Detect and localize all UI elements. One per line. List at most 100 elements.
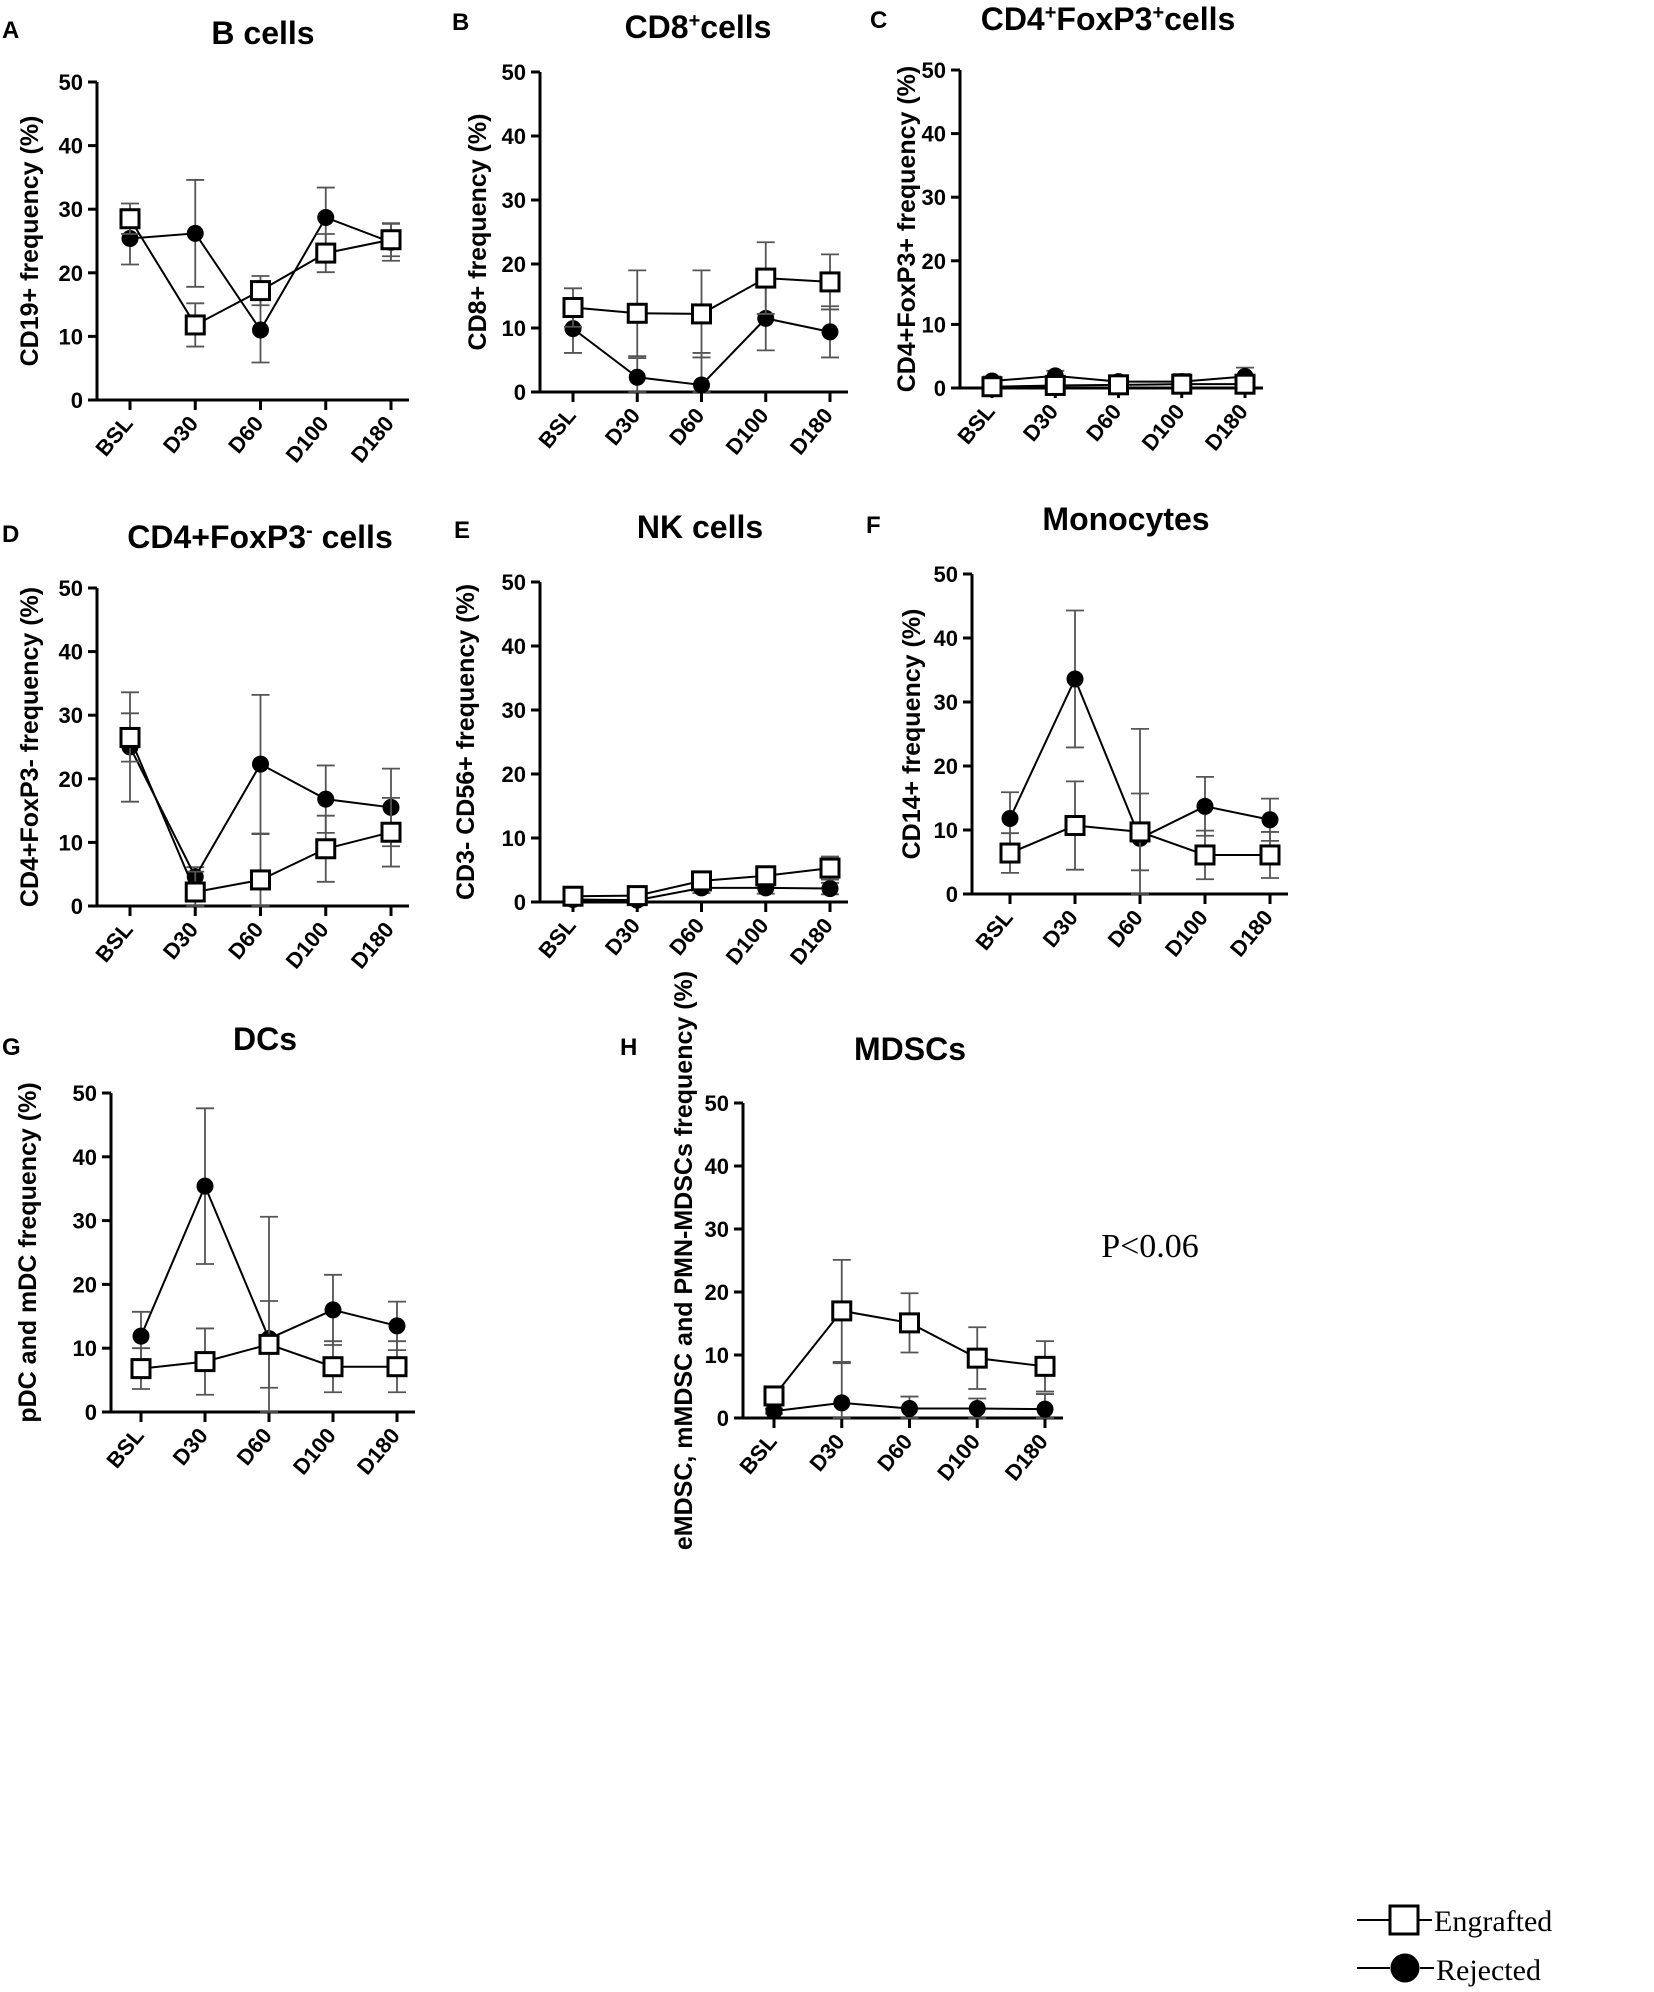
data-point-engrafted-bsl [119,726,141,748]
x-tick-label-d100: D100 [281,411,334,467]
x-tick-label-d60: D60 [1103,905,1148,952]
data-point-engrafted-d60 [691,303,712,325]
legend-engrafted-square-icon [1388,1904,1420,1936]
panel-letter: G [2,1034,21,1061]
data-point-engrafted-d100 [1171,373,1193,395]
legend-rejected-circle-icon [1390,1953,1420,1983]
y-tick-label: 40 [502,634,526,659]
data-point-rejected-d30 [833,1394,851,1412]
panel-letter: E [454,517,470,544]
x-tick-label-d60: D60 [872,1429,917,1476]
y-axis-label: CD19+ frequency (%) [16,116,44,367]
x-tick-label-bsl: BSL [101,1423,148,1473]
panel-letter: C [870,7,887,34]
data-point-engrafted-bsl [981,376,1003,398]
data-point-engrafted-d60 [250,280,271,302]
data-point-rejected-d100 [324,1301,342,1319]
data-point-engrafted-d100 [755,865,777,887]
x-tick-label-d30: D30 [1038,905,1083,952]
y-tick-label: 20 [59,261,83,286]
y-tick-label: 30 [502,698,526,723]
data-point-engrafted-d60 [899,1312,920,1334]
x-tick-label-d30: D30 [600,403,645,450]
y-tick-label: 10 [705,1343,729,1368]
y-tick-label: 40 [73,1145,97,1170]
x-tick-label-d60: D60 [1081,399,1126,446]
x-tick-label-bsl: BSL [734,1429,781,1479]
data-point-engrafted-d30 [626,302,648,324]
y-axis-label: CD3- CD56+ frequency (%) [452,584,480,900]
data-point-engrafted-d30 [184,881,206,903]
data-point-engrafted-d30 [1064,815,1086,837]
y-tick-label: 0 [85,1400,97,1425]
y-tick-label: 20 [934,754,958,779]
data-point-engrafted-bsl [119,208,141,230]
data-point-rejected-d180 [821,880,839,898]
data-point-engrafted-d30 [184,314,206,336]
data-point-engrafted-d180 [1234,373,1256,395]
panel-title: B cells [211,15,314,51]
panel-title: NK cells [637,509,763,545]
x-tick-label-d30: D30 [600,913,645,960]
y-tick-label: 50 [73,1081,97,1106]
x-tick-label-bsl: BSL [533,913,580,963]
data-point-rejected-bsl [1001,809,1019,827]
data-point-rejected-d60 [693,376,710,394]
data-point-rejected-d100 [317,790,335,808]
x-tick-label-d180: D180 [346,411,399,467]
data-point-rejected-d60 [252,755,269,773]
y-tick-label: 10 [502,826,526,851]
y-axis-label: CD4+FoxP3+ frequency (%) [893,66,921,393]
data-point-engrafted-bsl [562,885,584,907]
y-axis-label: CD14+ frequency (%) [898,609,926,860]
panel-letter: B [452,9,469,36]
y-tick-label: 40 [59,640,83,665]
y-tick-label: 40 [705,1154,729,1179]
y-tick-label: 0 [71,894,83,919]
y-tick-label: 40 [502,124,526,149]
panel-title: CD4+FoxP3- cells [127,519,392,555]
y-tick-label: 0 [717,1406,729,1431]
data-point-engrafted-d100 [315,838,337,860]
x-tick-label-d100: D100 [288,1423,341,1479]
data-point-rejected-d180 [388,1317,406,1335]
data-point-rejected-d100 [1196,797,1214,815]
y-tick-label: 20 [502,252,526,277]
y-tick-label: 30 [705,1217,729,1242]
data-point-engrafted-d180 [1259,844,1281,866]
y-tick-label: 50 [59,70,83,95]
y-tick-label: 10 [59,830,83,855]
y-tick-label: 10 [59,324,83,349]
panel-letter: A [2,17,19,44]
data-point-engrafted-d60 [250,869,271,891]
x-tick-label-d180: D180 [1225,905,1278,961]
y-tick-label: 30 [934,690,958,715]
data-point-engrafted-d100 [755,267,777,289]
y-tick-label: 30 [73,1209,97,1234]
y-tick-label: 20 [922,249,946,274]
x-tick-label-d30: D30 [804,1429,849,1476]
y-tick-label: 40 [59,134,83,159]
data-point-engrafted-d100 [966,1347,988,1369]
y-axis-label: CD8+ frequency (%) [464,114,492,351]
y-tick-label: 10 [73,1336,97,1361]
y-tick-label: 50 [705,1091,729,1116]
annotation: P<0.06 [1101,1228,1199,1265]
panel-d: D CD4+FoxP3- cells CD4+FoxP3- frequency (%… [2,519,409,974]
y-tick-label: 50 [502,60,526,85]
x-tick-label-d30: D30 [1018,399,1063,446]
y-tick-label: 20 [59,767,83,792]
y-tick-label: 50 [502,570,526,595]
data-point-engrafted-d30 [831,1300,853,1322]
panel-h: H MDSCs eMDSC, mMDSC and PMN-MDSCs frequen… [620,971,1199,1550]
x-tick-label-d60: D60 [664,913,709,960]
x-tick-label-d30: D30 [158,917,203,964]
panel-a: A B cells CD19+ frequency (%) 0 10 20 30 40 50 BS… [2,15,409,468]
data-point-rejected-d30 [628,368,646,386]
data-point-engrafted-d60 [1108,374,1129,396]
y-tick-label: 10 [922,312,946,337]
y-tick-label: 50 [922,58,946,83]
panel-e: E NK cells CD3- CD56+ frequency (%) 0 10 20 30… [452,509,848,970]
y-tick-label: 0 [934,376,946,401]
